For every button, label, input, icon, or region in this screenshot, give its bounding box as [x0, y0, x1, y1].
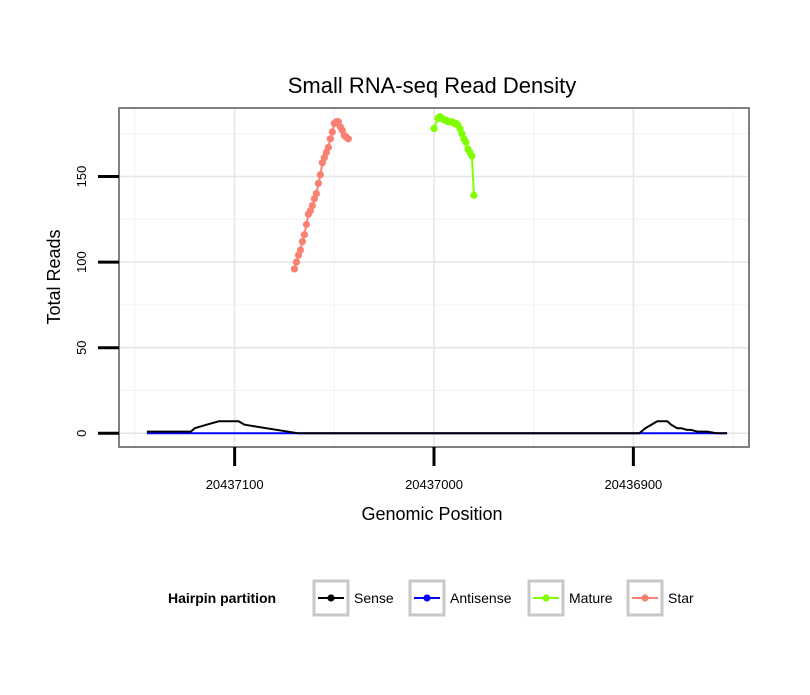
x-tick-label: 20436900 [604, 477, 662, 492]
data-point-star [324, 143, 332, 151]
data-point-star [316, 171, 324, 179]
y-axis-label: Total Reads [44, 229, 64, 324]
data-point-star [292, 258, 301, 266]
series-line-sense [146, 420, 728, 435]
data-point-star [312, 190, 320, 198]
y-tick-label: 150 [74, 166, 89, 188]
legend-label-mature: Mature [569, 590, 613, 606]
legend-marker-sense [327, 594, 335, 602]
legend-marker-star [641, 594, 649, 602]
legend-title: Hairpin partition [168, 590, 276, 606]
plot-area: 0 50 100 150 20437100 20437000 20436900 [74, 107, 750, 492]
data-point-mature [470, 191, 478, 199]
data-point-star [302, 220, 311, 229]
data-point-star [328, 128, 336, 136]
legend: Hairpin partition Sense Antisense Mature St… [168, 579, 694, 617]
data-point-star [344, 135, 352, 143]
y-tick-label: 0 [74, 430, 89, 437]
x-tick-label: 20437000 [405, 477, 463, 492]
legend-label-antisense: Antisense [450, 590, 512, 606]
chart-title: Small RNA-seq Read Density [288, 73, 577, 98]
data-point-mature [468, 152, 476, 160]
data-point-star [314, 179, 322, 187]
y-tick-label: 50 [74, 340, 89, 354]
legend-marker-antisense [423, 594, 431, 602]
data-point-star [296, 246, 305, 254]
data-point-star [326, 135, 334, 143]
legend-marker-mature [542, 594, 550, 602]
data-point-star [298, 237, 307, 246]
data-point-star [290, 265, 299, 273]
data-point-mature [430, 124, 438, 133]
data-point-mature [462, 138, 470, 146]
y-tick-label: 100 [74, 251, 89, 273]
x-axis-label: Genomic Position [361, 504, 502, 524]
data-point-star [308, 201, 316, 210]
data-point-star [300, 231, 309, 239]
legend-label-sense: Sense [354, 590, 394, 606]
legend-label-star: Star [668, 590, 694, 606]
x-tick-label: 20437100 [206, 477, 264, 492]
